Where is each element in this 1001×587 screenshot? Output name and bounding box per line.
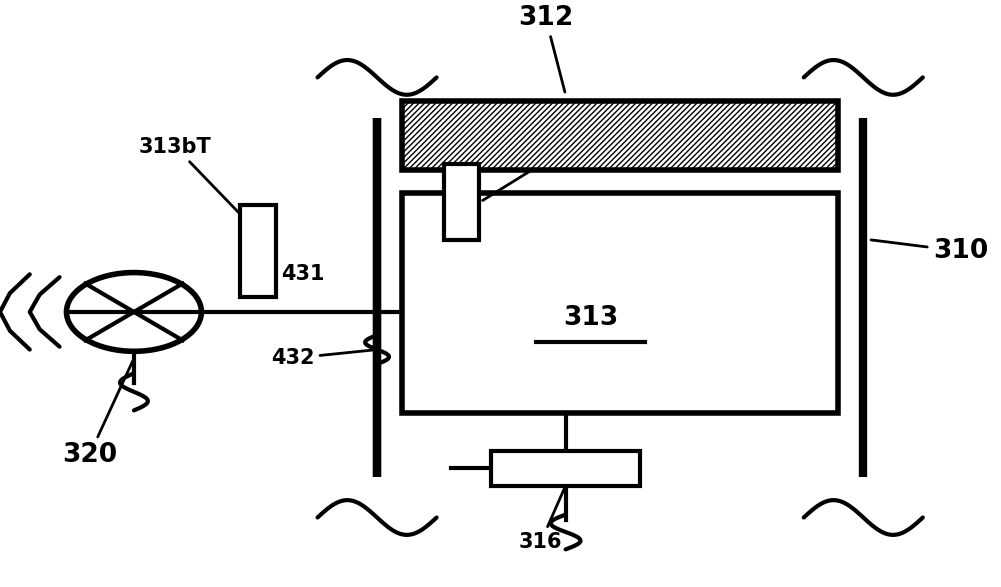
- Bar: [443, 164, 479, 239]
- Text: 432: 432: [271, 348, 374, 368]
- Text: 320: 320: [62, 361, 133, 468]
- Text: 313: 313: [563, 305, 618, 330]
- Text: 310: 310: [871, 238, 988, 264]
- Bar: [240, 205, 276, 298]
- Text: 312: 312: [519, 5, 574, 92]
- Text: 316: 316: [520, 488, 565, 552]
- Bar: [401, 100, 839, 170]
- Bar: [401, 193, 839, 413]
- Bar: [491, 451, 640, 485]
- Text: 431: 431: [281, 264, 324, 284]
- Text: 313T: 313T: [482, 143, 589, 200]
- Text: 313bT: 313bT: [139, 137, 274, 249]
